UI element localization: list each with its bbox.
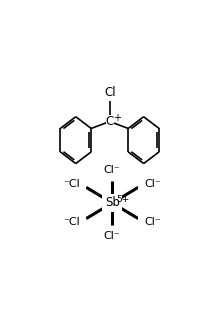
Text: Cl: Cl	[104, 86, 115, 99]
Text: ⁻Cl: ⁻Cl	[64, 217, 81, 227]
Text: 5+: 5+	[117, 195, 130, 204]
Text: C: C	[106, 115, 114, 128]
Text: Cl⁻: Cl⁻	[144, 217, 161, 227]
Text: ⁻Cl: ⁻Cl	[64, 179, 81, 189]
Text: Sb: Sb	[105, 196, 120, 209]
Text: Cl⁻: Cl⁻	[104, 165, 121, 174]
Text: Cl⁻: Cl⁻	[144, 179, 161, 189]
Text: +: +	[113, 114, 121, 124]
Text: Cl⁻: Cl⁻	[104, 231, 121, 241]
